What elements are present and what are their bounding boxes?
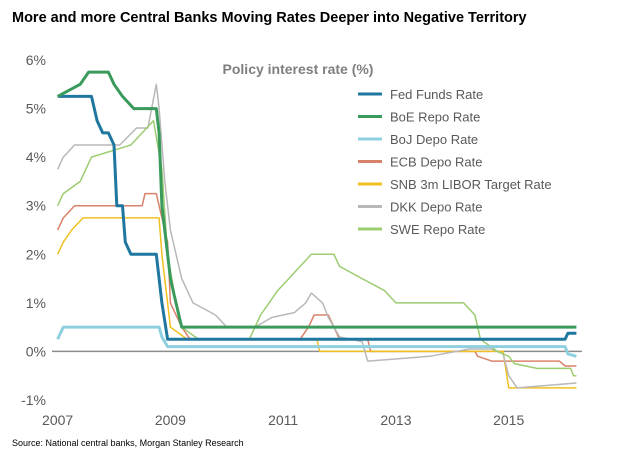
legend-label: ECB Depo Rate (390, 155, 483, 170)
series-line-fed-funds-rate (57, 94, 577, 341)
y-tick-label: 3% (26, 198, 46, 214)
series-line-boj-depo-rate (56, 325, 577, 358)
y-tick-label: 6% (26, 52, 46, 68)
y-tick-label: 1% (26, 295, 46, 311)
x-tick-label: 2015 (493, 412, 524, 428)
y-tick-label: 0% (26, 343, 46, 359)
legend-label: Fed Funds Rate (390, 87, 483, 102)
chart-title: Policy interest rate (%) (223, 61, 374, 77)
series-line-snb-3m-libor-target-rate (56, 217, 577, 389)
y-tick-label: 4% (26, 149, 46, 165)
axes: 6% 5% 4% 3% 2% 1% 0% -1% 2007 2009 2011 2013 2015 (21, 52, 582, 428)
legend: Fed Funds Rate BoE Repo Rate BoJ Depo Rate… (358, 87, 552, 237)
plot-area (56, 70, 577, 389)
x-tick-label: 2009 (155, 412, 186, 428)
y-tick-label: 2% (26, 246, 46, 262)
headline: More and more Central Banks Moving Rates… (12, 10, 527, 26)
series-line-swe-repo-rate (56, 119, 577, 377)
y-tick-label: 5% (26, 101, 46, 117)
x-tick-label: 2011 (268, 412, 298, 428)
series-line-boe-repo-rate (56, 70, 577, 329)
legend-label: DKK Depo Rate (390, 200, 483, 215)
source-note: Source: National central banks, Morgan S… (12, 438, 244, 448)
series-line-dkk-depo-rate (56, 83, 577, 389)
x-tick-label: 2007 (42, 412, 73, 428)
legend-label: BoJ Depo Rate (390, 132, 478, 147)
legend-label: BoE Repo Rate (390, 110, 480, 125)
legend-label: SNB 3m LIBOR Target Rate (390, 177, 552, 192)
y-tick-label: -1% (21, 392, 46, 408)
legend-label: SWE Repo Rate (390, 222, 485, 237)
x-tick-label: 2013 (380, 412, 411, 428)
